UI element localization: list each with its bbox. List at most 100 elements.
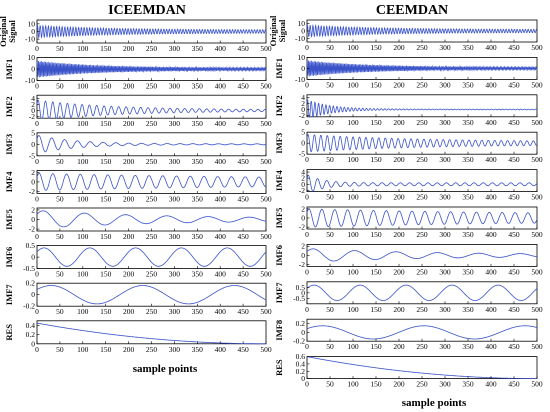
x-tick-label: 150 xyxy=(100,232,112,241)
x-tick-label: 350 xyxy=(462,380,474,389)
y-tick-label: 2 xyxy=(301,174,305,183)
x-tick-label: 150 xyxy=(370,305,382,314)
x-tick-label: 350 xyxy=(192,82,204,91)
x-tick-label: 0 xyxy=(305,80,309,89)
series-line xyxy=(36,285,267,305)
x-tick-label: 500 xyxy=(260,270,272,279)
y-tick-label: 2 xyxy=(301,204,305,213)
y-tick-label: -2 xyxy=(299,186,305,195)
x-tick-label: 450 xyxy=(508,267,520,276)
panel-8: -0.500.50 50 100 150 200 250 300 350 400 450 500IM… xyxy=(274,281,543,314)
x-tick-label: 0 xyxy=(35,307,39,316)
panel-label: IMF3 xyxy=(4,134,14,155)
x-tick-label: 0 xyxy=(35,232,39,241)
x-tick-label: 450 xyxy=(237,157,249,166)
y-tick-label: -0.5 xyxy=(293,294,305,303)
x-tick-label: 100 xyxy=(347,43,359,52)
y-tick-label: 0.2 xyxy=(26,330,36,339)
x-tick-label: 200 xyxy=(123,270,135,279)
x-tick-label: 300 xyxy=(169,119,181,128)
x-tick-label: 300 xyxy=(169,232,181,241)
x-tick-label: 150 xyxy=(100,119,112,128)
x-tick-label: 100 xyxy=(347,80,359,89)
panel-label: Signal xyxy=(7,20,17,43)
y-tick-label: 0 xyxy=(31,106,35,115)
x-tick-label: 350 xyxy=(462,80,474,89)
x-tick-label: 50 xyxy=(326,155,334,164)
x-tick-label: 300 xyxy=(439,230,451,239)
y-tick-label: 0.4 xyxy=(296,359,306,368)
x-tick-label: 400 xyxy=(215,44,227,53)
x-tick-label: 350 xyxy=(192,157,204,166)
x-tick-label: 400 xyxy=(215,157,227,166)
x-tick-label: 150 xyxy=(370,43,382,52)
panel-label: IMF6 xyxy=(4,247,14,268)
y-tick-label: -5 xyxy=(29,151,35,160)
x-tick-label: 50 xyxy=(326,118,334,127)
series-line xyxy=(36,24,267,40)
x-tick-label: 0 xyxy=(35,119,39,128)
panel-label: IMF8 xyxy=(274,320,284,341)
x-tick-label: 450 xyxy=(508,380,520,389)
x-tick-label: 400 xyxy=(485,267,497,276)
x-tick-label: 50 xyxy=(326,193,334,202)
series-line xyxy=(307,356,537,379)
x-tick-label: 50 xyxy=(56,194,64,203)
x-tick-label: 350 xyxy=(192,307,204,316)
y-tick-label: -2 xyxy=(299,111,305,120)
panel-frame xyxy=(306,281,538,305)
panel-label: IMF4 xyxy=(4,171,14,193)
x-tick-label: 300 xyxy=(439,80,451,89)
x-tick-label: 300 xyxy=(169,44,181,53)
x-tick-label: 400 xyxy=(215,232,227,241)
y-tick-label: 2 xyxy=(31,168,35,177)
y-tick-label: 5 xyxy=(31,128,35,137)
x-tick-label: 200 xyxy=(393,43,405,52)
series-line xyxy=(306,24,538,38)
x-tick-label: 400 xyxy=(215,119,227,128)
x-tick-label: 250 xyxy=(146,194,158,203)
panel-label: IMF1 xyxy=(4,59,14,80)
x-tick-label: 0 xyxy=(35,157,39,166)
x-tick-label: 200 xyxy=(393,80,405,89)
panel-label: IMF4 xyxy=(274,169,284,191)
panel-frame xyxy=(36,207,267,232)
y-tick-label: -10 xyxy=(295,75,305,84)
x-tick-label: 300 xyxy=(439,305,451,314)
iceemdan-title: ICEEMDAN xyxy=(108,3,186,18)
panel-label: IMF7 xyxy=(274,282,284,304)
x-tick-label: 150 xyxy=(370,267,382,276)
panel-9: -0.200.20 50 100 150 200 250 300 350 400 450 500IM… xyxy=(274,318,543,351)
x-tick-label: 250 xyxy=(146,44,158,53)
panel-frame xyxy=(306,94,538,118)
x-tick-label: 300 xyxy=(439,43,451,52)
x-tick-label: 100 xyxy=(347,155,359,164)
x-tick-label: 400 xyxy=(215,307,227,316)
x-tick-label: 450 xyxy=(237,119,249,128)
y-tick-label: 4 xyxy=(31,94,35,103)
x-tick-label: 300 xyxy=(439,118,451,127)
x-tick-label: 0 xyxy=(305,230,309,239)
x-tick-label: 300 xyxy=(439,193,451,202)
x-tick-label: 300 xyxy=(439,155,451,164)
panel-label: Original xyxy=(268,15,278,46)
x-tick-label: 400 xyxy=(485,118,497,127)
x-tick-label: 50 xyxy=(56,232,64,241)
x-tick-label: 0 xyxy=(305,305,309,314)
panel-label: IMF7 xyxy=(4,284,14,306)
y-tick-label: 0 xyxy=(301,105,305,114)
x-tick-label: 150 xyxy=(370,342,382,351)
panel-label: IMF1 xyxy=(274,58,284,79)
x-tick-label: 50 xyxy=(56,345,64,354)
x-tick-label: 350 xyxy=(192,345,204,354)
x-tick-label: 350 xyxy=(192,232,204,241)
y-tick-label: 0 xyxy=(31,215,35,224)
x-tick-label: 100 xyxy=(347,380,359,389)
x-tick-label: 400 xyxy=(215,345,227,354)
